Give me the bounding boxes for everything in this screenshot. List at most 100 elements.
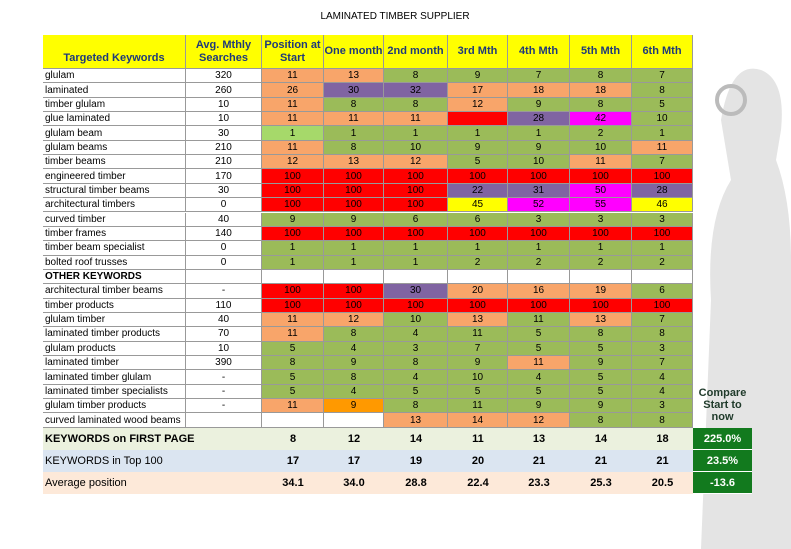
position-cell: 5 xyxy=(570,384,632,400)
position-cell: 100 xyxy=(570,169,632,184)
position-cell: 4 xyxy=(324,384,384,400)
empty-cell xyxy=(508,269,570,285)
searches-cell: 30 xyxy=(186,183,262,199)
empty-cell xyxy=(570,269,632,285)
position-cell: 5 xyxy=(508,384,570,400)
position-cell: 11 xyxy=(262,312,324,328)
position-cell: 11 xyxy=(262,112,324,127)
searches-cell: 210 xyxy=(186,155,262,170)
searches-cell: - xyxy=(186,384,262,400)
summary-value: 23.3 xyxy=(508,472,570,494)
position-cell: 50 xyxy=(570,183,632,199)
searches-cell: 0 xyxy=(186,198,262,213)
position-cell: 100 xyxy=(384,183,448,199)
position-cell: 1 xyxy=(448,241,508,256)
keyword-cell: architectural timber beams xyxy=(43,284,186,299)
position-cell: 1 xyxy=(324,126,384,141)
summary-label: KEYWORDS in Top 100 xyxy=(43,450,262,472)
position-cell: 3 xyxy=(632,212,693,227)
position-cell: 100 xyxy=(262,183,324,199)
position-cell: 8 xyxy=(324,140,384,156)
title: LAMINATED TIMBER SUPPLIER xyxy=(320,10,470,22)
position-cell: 9 xyxy=(448,69,508,84)
keyword-cell: architectural timbers xyxy=(43,198,186,213)
summary-value: 21 xyxy=(570,450,632,472)
position-cell: 3 xyxy=(384,341,448,356)
position-cell: 100 xyxy=(262,226,324,242)
position-cell: 9 xyxy=(448,140,508,156)
position-cell: 42 xyxy=(570,112,632,127)
position-cell: 26 xyxy=(262,83,324,98)
position-cell: 8 xyxy=(262,356,324,371)
position-cell: 7 xyxy=(448,341,508,356)
position-cell: 5 xyxy=(508,327,570,342)
header-cell: One month xyxy=(324,35,384,69)
position-cell: 7 xyxy=(632,69,693,84)
position-cell: 5 xyxy=(448,384,508,400)
position-cell: 1 xyxy=(324,241,384,256)
position-cell: 5 xyxy=(384,384,448,400)
section-label: OTHER KEYWORDS xyxy=(43,269,186,285)
position-cell: 4 xyxy=(384,327,448,342)
position-cell: 4 xyxy=(508,370,570,385)
position-cell: 3 xyxy=(632,341,693,356)
position-cell: 1 xyxy=(262,241,324,256)
keyword-cell: glue laminated xyxy=(43,112,186,127)
position-cell: 8 xyxy=(324,97,384,113)
position-cell: 8 xyxy=(570,69,632,84)
position-cell: 4 xyxy=(384,370,448,385)
position-cell: 9 xyxy=(570,356,632,371)
position-cell: 10 xyxy=(384,312,448,328)
position-cell: 100 xyxy=(324,169,384,184)
position-cell: 11 xyxy=(508,356,570,371)
header-cell: 2nd month xyxy=(384,35,448,69)
position-cell: 1 xyxy=(384,255,448,270)
compare-value: -13.6 xyxy=(693,472,752,494)
searches-cell: 140 xyxy=(186,226,262,242)
summary-value: 21 xyxy=(632,450,693,472)
position-cell: 20 xyxy=(448,284,508,299)
position-cell: 1 xyxy=(324,255,384,270)
position-cell: 8 xyxy=(632,327,693,342)
keyword-cell: laminated timber glulam xyxy=(43,370,186,385)
position-cell: 11 xyxy=(570,155,632,170)
empty-cell xyxy=(186,269,262,285)
position-cell: 7 xyxy=(508,69,570,84)
position-cell: 5 xyxy=(570,370,632,385)
searches-cell: 40 xyxy=(186,312,262,328)
position-cell: 3 xyxy=(632,399,693,414)
position-cell: 8 xyxy=(384,356,448,371)
position-cell: 2 xyxy=(508,255,570,270)
position-cell: 2 xyxy=(448,255,508,270)
searches-cell: 110 xyxy=(186,298,262,313)
position-cell xyxy=(262,413,324,428)
position-cell: 100 xyxy=(324,284,384,299)
position-cell: 1 xyxy=(262,255,324,270)
header-cell: Targeted Keywords xyxy=(43,35,186,69)
summary-value: 14 xyxy=(384,428,448,450)
keyword-cell: glulam beams xyxy=(43,140,186,156)
position-cell: 1 xyxy=(570,241,632,256)
searches-cell xyxy=(186,413,262,428)
position-cell: 100 xyxy=(570,298,632,313)
position-cell: 13 xyxy=(324,155,384,170)
position-cell: 1 xyxy=(632,241,693,256)
searches-cell: 320 xyxy=(186,69,262,84)
searches-cell: 0 xyxy=(186,241,262,256)
empty-cell xyxy=(632,269,693,285)
keyword-cell: timber frames xyxy=(43,226,186,242)
position-cell: 1 xyxy=(262,126,324,141)
summary-value: 20.5 xyxy=(632,472,693,494)
position-cell: 4 xyxy=(632,384,693,400)
header-cell: Position at Start xyxy=(262,35,324,69)
compare-value: 23.5% xyxy=(693,450,752,472)
position-cell: 9 xyxy=(570,399,632,414)
position-cell: 11 xyxy=(324,112,384,127)
position-cell: 9 xyxy=(324,399,384,414)
position-cell: 46 xyxy=(632,198,693,213)
position-cell: 22 xyxy=(448,183,508,199)
position-cell: 100 xyxy=(324,198,384,213)
position-cell: 5 xyxy=(570,341,632,356)
position-cell: 11 xyxy=(448,327,508,342)
position-cell: 4 xyxy=(324,341,384,356)
